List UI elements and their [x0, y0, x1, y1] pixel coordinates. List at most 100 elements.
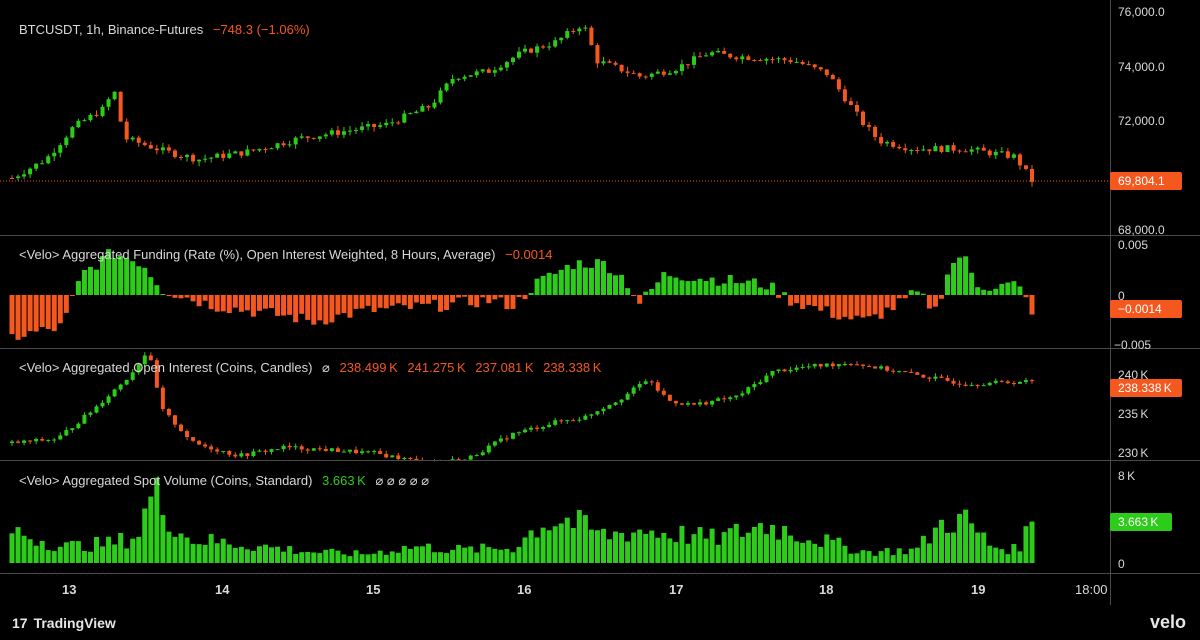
- funding-bar: [685, 281, 691, 295]
- volume-bar: [190, 543, 196, 563]
- funding-bar: [721, 283, 727, 295]
- oi-candle: [209, 446, 214, 450]
- volume-bar: [679, 525, 685, 563]
- funding-bar: [492, 295, 498, 300]
- oi-candle: [903, 371, 908, 373]
- volume-bar: [335, 550, 341, 563]
- funding-bar: [256, 295, 262, 311]
- price-candle: [891, 141, 896, 147]
- funding-bar: [413, 295, 419, 303]
- funding-bar: [498, 295, 504, 298]
- funding-bar: [969, 272, 975, 295]
- oi-candle: [197, 440, 202, 445]
- funding-bar: [806, 295, 812, 305]
- funding-bar: [395, 295, 401, 304]
- oi-candle: [613, 402, 618, 405]
- volume-bar: [468, 546, 474, 563]
- oi-candle: [836, 364, 841, 367]
- oi-candle: [637, 383, 642, 388]
- oi-candle: [891, 370, 896, 372]
- funding-bar: [407, 295, 413, 309]
- funding-bar: [311, 295, 317, 325]
- funding-bar: [425, 295, 431, 304]
- price-candle: [698, 56, 703, 58]
- oi-candle: [384, 453, 389, 458]
- price-candle: [396, 122, 401, 124]
- volume-bar: [431, 552, 437, 563]
- price-candles: [10, 25, 1034, 187]
- funding-bar: [371, 295, 377, 313]
- volume-bar: [582, 515, 588, 563]
- oi-candle: [776, 369, 781, 372]
- volume-bar: [27, 539, 33, 563]
- price-candle: [764, 59, 769, 61]
- volume-bar: [244, 549, 250, 563]
- oi-candle: [148, 355, 153, 361]
- price-candle: [269, 148, 274, 150]
- funding-bar: [830, 295, 836, 318]
- funding-bar: [39, 295, 45, 328]
- price-candle: [384, 122, 389, 126]
- funding-bar: [582, 267, 588, 295]
- volume-bar: [184, 537, 190, 563]
- price-candle: [215, 153, 220, 158]
- oi-candle: [498, 438, 503, 442]
- oi-candle: [160, 387, 165, 409]
- funding-bar: [800, 295, 806, 309]
- volume-bar: [552, 526, 558, 563]
- volume-bar: [842, 545, 848, 563]
- price-candle: [329, 130, 334, 135]
- price-candle: [842, 89, 847, 102]
- price-candle: [305, 136, 310, 138]
- oi-candle: [468, 455, 473, 460]
- volume-bar: [299, 552, 305, 563]
- volume-bar: [727, 528, 733, 563]
- volume-bar: [33, 545, 39, 563]
- volume-bar: [703, 538, 709, 563]
- oi-candle: [390, 455, 395, 458]
- funding-bar: [142, 267, 148, 295]
- oi-candle: [728, 397, 733, 400]
- oi-candle: [136, 364, 141, 373]
- volume-bar: [438, 552, 444, 563]
- tradingview-logo[interactable]: 17 TradingView: [12, 615, 116, 631]
- oi-candle: [100, 402, 105, 407]
- volume-bar: [353, 550, 359, 563]
- volume-bar: [377, 550, 383, 563]
- oi-candle: [10, 441, 14, 444]
- volume-bar: [619, 533, 625, 563]
- volume-bar: [480, 543, 486, 563]
- oi-candle: [770, 371, 775, 376]
- oi-candle: [323, 448, 328, 451]
- oi-candle: [879, 366, 884, 369]
- funding-bar: [588, 267, 594, 295]
- oi-candle: [28, 440, 33, 442]
- oi-candle: [909, 371, 914, 373]
- price-candle: [830, 75, 835, 80]
- price-candle: [704, 55, 709, 57]
- oi-candle: [402, 457, 407, 460]
- funding-bar: [945, 274, 951, 295]
- volume-bar: [806, 540, 812, 563]
- price-title: BTCUSDT, 1h, Binance-Futures: [19, 22, 204, 37]
- volume-bar: [625, 541, 631, 563]
- funding-bar: [299, 295, 305, 314]
- price-candle: [547, 46, 552, 48]
- oi-candle: [58, 435, 63, 440]
- price-last-badge: 69,804.1: [1110, 172, 1182, 190]
- volume-bar: [87, 551, 93, 563]
- volume-bar: [492, 548, 498, 563]
- funding-bar: [341, 295, 347, 314]
- volume-bar: [745, 532, 751, 563]
- volume-extra-values: ⌀ ⌀ ⌀ ⌀ ⌀: [375, 473, 430, 488]
- volume-bar: [733, 523, 739, 563]
- oi-candle: [46, 439, 51, 441]
- price-candle: [1023, 165, 1028, 169]
- volume-bar: [999, 549, 1005, 563]
- price-candle: [1011, 154, 1016, 158]
- oi-candle: [945, 377, 950, 381]
- funding-bar: [480, 295, 486, 298]
- price-candle: [124, 121, 129, 140]
- price-candle: [275, 143, 280, 149]
